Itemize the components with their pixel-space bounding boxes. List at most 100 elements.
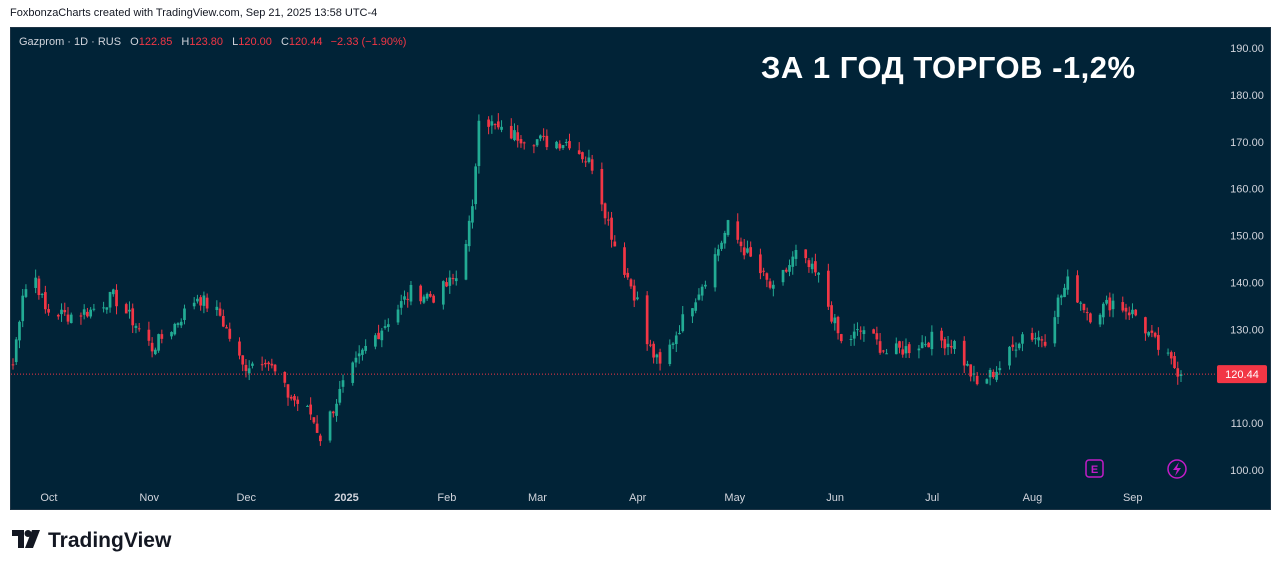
- candle-body: [603, 203, 607, 219]
- candle-body: [674, 335, 678, 345]
- candle-body: [881, 350, 885, 352]
- candle-body: [920, 342, 924, 349]
- tv-logo-icon: [12, 529, 42, 553]
- candle-body: [403, 296, 406, 300]
- candle-body: [24, 289, 28, 297]
- candle-body: [610, 217, 613, 240]
- candle-body: [564, 141, 568, 143]
- symbol-label[interactable]: Gazprom · 1D · RUS: [19, 36, 122, 48]
- candle-body: [183, 308, 186, 321]
- candle-body: [396, 309, 400, 323]
- candle-body: [202, 295, 206, 306]
- candle-body: [1082, 303, 1086, 311]
- candle-body: [221, 315, 225, 327]
- chart-area[interactable]: 190.00 180.00 170.00 160.00 150.00 140.00 130.…: [10, 27, 1271, 510]
- candle-body: [587, 157, 591, 162]
- candle-body: [736, 221, 740, 240]
- candle-body: [1179, 374, 1183, 376]
- candle-body: [1102, 303, 1105, 318]
- candle-body: [312, 417, 316, 423]
- candle-body: [137, 328, 141, 330]
- candle-body: [69, 314, 73, 324]
- change-value: −2.33 (−1.90%): [330, 36, 407, 48]
- candlestick-plot[interactable]: 190.00 180.00 170.00 160.00 150.00 140.00 130.…: [11, 28, 1270, 509]
- candle-body: [451, 278, 455, 280]
- candle-body: [539, 135, 542, 139]
- candle-body: [636, 297, 639, 300]
- candle-body: [283, 372, 287, 383]
- candle-body: [105, 307, 109, 310]
- candle-body: [147, 329, 151, 341]
- candle-body: [878, 341, 882, 353]
- candle-body: [704, 284, 707, 287]
- candle-body: [784, 269, 788, 272]
- candle-body: [56, 314, 60, 317]
- candle-body: [1157, 335, 1160, 350]
- candle-body: [966, 363, 969, 366]
- candle-body: [1056, 297, 1060, 317]
- candle-body: [691, 308, 694, 317]
- candle-body: [746, 248, 749, 253]
- candle-body: [924, 344, 927, 346]
- candle-body: [788, 265, 791, 272]
- candle-body: [1014, 349, 1018, 351]
- x-tick-label: Aug: [1023, 492, 1043, 504]
- candle-body: [1150, 330, 1154, 333]
- candle-body: [92, 308, 96, 310]
- candle-body: [467, 220, 471, 247]
- candle-body: [11, 364, 15, 366]
- lightning-icon[interactable]: [1167, 459, 1187, 479]
- candle-body: [1098, 314, 1102, 325]
- candle-body: [89, 309, 92, 317]
- candle-body: [1011, 344, 1015, 348]
- close-key: C: [280, 36, 289, 48]
- candle-body: [377, 332, 380, 340]
- candle-body: [991, 371, 995, 378]
- candle-body: [1127, 312, 1131, 316]
- candle-body: [286, 384, 290, 398]
- candle-body: [969, 364, 973, 377]
- x-tick-label: Mar: [528, 492, 547, 504]
- candle-body: [1166, 352, 1170, 354]
- candle-body: [742, 247, 746, 256]
- candle-body: [60, 309, 63, 315]
- candle-body: [238, 341, 241, 356]
- x-tick-label: Apr: [629, 492, 646, 504]
- candle-body: [170, 332, 173, 337]
- candle-body: [555, 141, 558, 149]
- candle-body: [386, 324, 390, 327]
- candle-body: [1111, 300, 1115, 310]
- candle-body: [513, 130, 516, 141]
- candle-body: [409, 284, 413, 302]
- candle-body: [124, 304, 128, 314]
- candle-body: [179, 321, 183, 326]
- y-tick-label: 130.00: [1230, 324, 1264, 336]
- candle-body: [645, 295, 649, 345]
- candle-body: [814, 261, 817, 273]
- candle-body: [629, 279, 633, 287]
- candle-body: [429, 293, 432, 297]
- candle-body: [655, 354, 659, 358]
- candle-body: [516, 132, 520, 141]
- candle-body: [1063, 287, 1066, 298]
- candle-body: [293, 396, 296, 401]
- candle-body: [946, 343, 950, 348]
- candle-body: [975, 375, 979, 385]
- tradingview-logo[interactable]: TradingView: [12, 529, 171, 553]
- candle-body: [836, 316, 840, 334]
- candle-body: [856, 329, 859, 331]
- candle-body: [581, 152, 584, 160]
- candle-body: [852, 331, 856, 339]
- candle-body: [535, 139, 539, 146]
- y-tick-label: 150.00: [1230, 231, 1264, 243]
- last-price-badge: [1217, 365, 1267, 384]
- tradingview-brand: TradingView: [48, 529, 172, 552]
- candle-body: [309, 404, 313, 415]
- svg-text:E: E: [1091, 464, 1098, 476]
- candle-body: [228, 328, 232, 339]
- candle-body: [173, 323, 177, 335]
- candle-body: [108, 291, 112, 308]
- candle-body: [1105, 299, 1108, 304]
- candle-body: [894, 343, 898, 355]
- earnings-icon[interactable]: E: [1085, 459, 1104, 478]
